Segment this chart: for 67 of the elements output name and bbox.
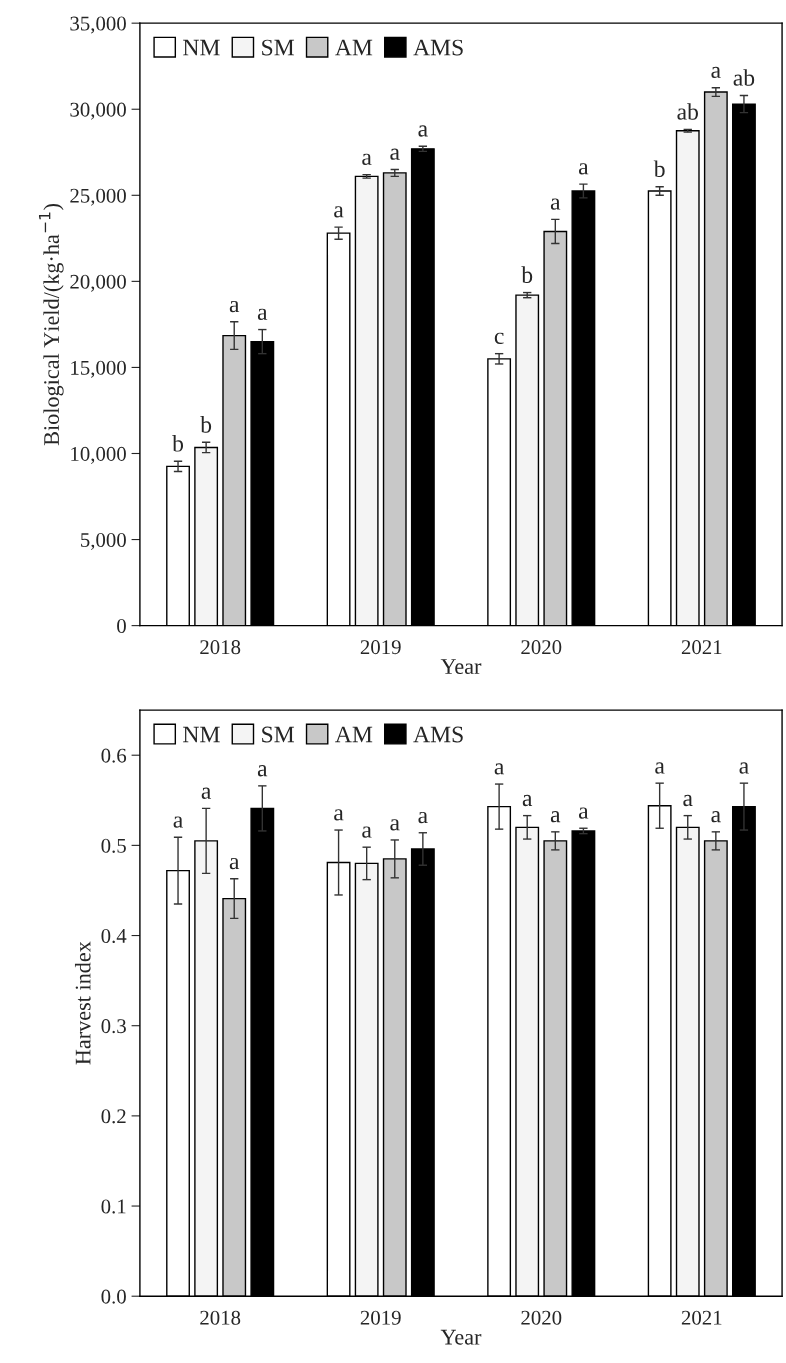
data-label: a [550,811,561,823]
data-label: a [683,794,693,807]
data-label: a [201,787,212,799]
data-label: a [229,857,240,870]
y-tick-label: 20,000 [70,274,126,292]
y-tick-label: 10,000 [71,446,126,464]
data-label: a [578,163,589,175]
x-tick-label: 2019 [360,640,401,655]
x-tick-label: 2021 [681,1310,722,1325]
data-label: a [334,809,344,821]
data-label: a [522,794,533,807]
y-tick-label: 0.3 [101,1019,126,1034]
data-label: a [711,66,721,79]
y-axis-title: Harvest index [74,941,91,1065]
legend-label: AMS [413,39,463,56]
data-label: b [200,416,212,433]
y-tick-label: 0.5 [101,838,126,853]
y-tick-label: 0.2 [101,1109,126,1124]
x-axis-title: Year [440,659,482,675]
data-label: a [257,765,268,777]
y-tick-label: 30,000 [70,102,126,120]
legend-label: NM [183,39,220,56]
y-axis-title: Biological Yield/(kg·ha$^{−1}$) [38,203,64,446]
data-label: a [334,206,344,218]
y-tick-label: 25,000 [70,188,126,206]
y-tick-label: 0.4 [101,928,127,944]
data-label: a [257,308,268,320]
data-label: a [550,198,561,210]
x-tick-label: 2020 [521,640,562,655]
y-tick-label: 0.6 [101,748,127,763]
data-label: a [362,153,372,166]
y-tick-label: 0.1 [101,1199,126,1214]
data-label: a [390,819,400,831]
data-label: c [494,332,504,345]
data-label: a [418,811,428,824]
data-label: a [655,762,665,774]
y-tick-label: 15,000 [71,360,126,378]
x-tick-label: 2021 [681,640,722,655]
data-label: b [653,160,665,178]
data-label: ab [677,103,698,120]
data-label: b [172,435,184,452]
x-tick-label: 2019 [360,1310,401,1325]
y-tick-label: 35,000 [70,16,126,34]
data-label: b [521,266,533,283]
data-label: ab [733,69,755,86]
data-label: a [578,807,589,819]
x-tick-label: 2020 [521,1310,562,1325]
data-label: a [739,762,749,774]
legend-label: SM [262,39,295,56]
legend-label: AMS [413,726,463,743]
data-label: a [494,763,505,775]
data-label: a [390,148,400,160]
x-tick-label: 2018 [200,1310,241,1325]
x-tick-label: 2018 [200,640,241,655]
legend-label: NM [183,726,220,743]
x-axis-title: Year [440,1329,482,1345]
y-tick-label: 0 [117,618,126,634]
data-label: a [362,826,372,838]
data-label: a [173,816,183,828]
y-tick-label: 0.0 [101,1289,126,1304]
legend-label: SM [262,726,295,743]
y-tick-label: 5,000 [81,532,126,550]
data-label: a [229,300,240,313]
legend-label: AM [335,39,373,56]
data-label: a [711,811,721,823]
legend-label: AM [335,726,373,743]
data-label: a [418,125,428,137]
